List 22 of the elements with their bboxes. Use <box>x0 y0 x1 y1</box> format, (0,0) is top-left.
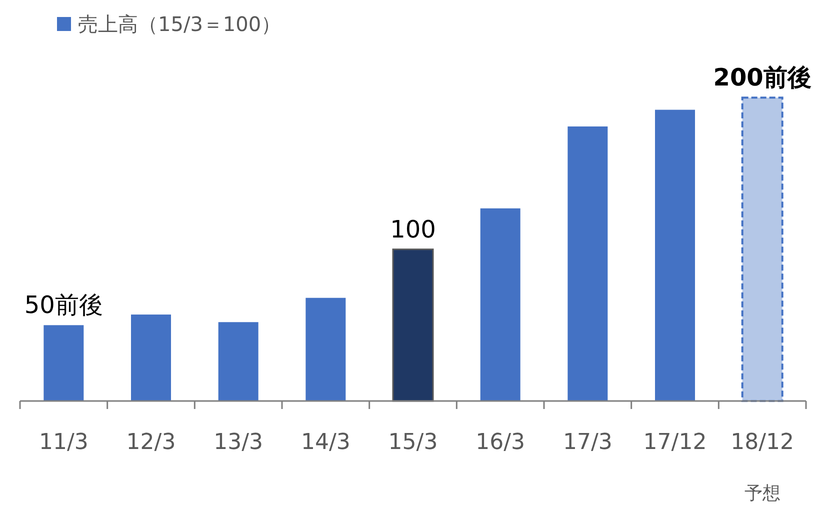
legend-label: 売上高（15/3＝100） <box>78 12 282 36</box>
data-label: 100 <box>390 215 436 244</box>
bar <box>655 110 695 401</box>
x-tick-label: 12/3 <box>126 430 176 455</box>
x-tick-label: 11/3 <box>38 430 88 455</box>
x-tick-label: 17/12 <box>643 430 707 455</box>
bar <box>480 208 520 401</box>
bar <box>131 314 171 401</box>
bar <box>44 325 84 401</box>
bar <box>218 322 258 401</box>
x-tick-label: 17/3 <box>562 430 612 455</box>
x-tick-label: 13/3 <box>214 430 264 455</box>
x-tick-label: 18/12 <box>730 430 794 455</box>
x-tick-label: 16/3 <box>476 430 526 455</box>
x-tick-label: 15/3 <box>388 430 438 455</box>
bar <box>568 126 608 401</box>
data-label: 50前後 <box>24 291 103 320</box>
text: 予想 <box>744 483 780 504</box>
x-tick-label: 14/3 <box>300 430 350 455</box>
data-label: 200前後 <box>713 64 812 92</box>
bar <box>392 248 434 402</box>
bar <box>306 298 346 401</box>
